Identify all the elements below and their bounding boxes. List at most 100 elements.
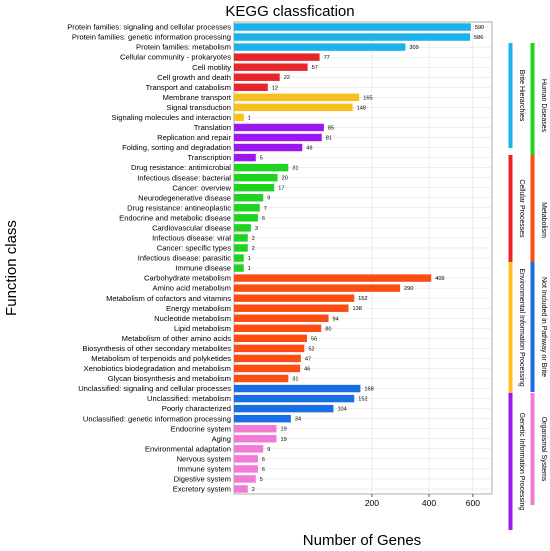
category-label: Lipid metabolism	[174, 324, 231, 333]
bar-value-label: 17	[278, 186, 284, 192]
bar	[234, 244, 248, 252]
category-label: Unclassified: metabolism	[147, 394, 231, 403]
bar-value-label: 31	[292, 377, 298, 383]
bar-value-label: 165	[363, 95, 372, 101]
bar-value-label: 9	[267, 447, 270, 453]
category-label: Protein families: genetic information pr…	[72, 33, 231, 42]
category-label: Metabolism of cofactors and vitamins	[106, 294, 231, 303]
bar	[234, 354, 301, 363]
bar-value-label: 7	[264, 206, 267, 212]
category-label: Cellular community - prokaryotes	[120, 53, 231, 62]
category-label: Cardiovascular disease	[152, 223, 231, 232]
category-label: Infectious disease: bacterial	[137, 173, 231, 182]
bar	[234, 274, 432, 282]
bar-value-label: 57	[312, 65, 318, 71]
category-label: Aging	[212, 434, 231, 443]
category-label: Cell growth and death	[157, 73, 231, 82]
x-tick-label: 600	[466, 498, 480, 508]
category-label: Endocrine and metabolic disease	[119, 213, 231, 222]
bar	[234, 194, 264, 202]
bar-value-label: 20	[282, 176, 288, 182]
bar-value-label: 49	[306, 146, 312, 152]
bar	[234, 294, 355, 302]
bar	[234, 384, 361, 393]
bar-value-label: 80	[325, 326, 331, 332]
category-label: Transport and catabolism	[146, 83, 231, 92]
bar-value-label: 12	[272, 85, 278, 91]
bar-value-label: 1	[248, 115, 251, 121]
bar-value-label: 56	[311, 336, 317, 342]
category-label: Metabolism of other amino acids	[122, 334, 232, 343]
category-label: Cell motility	[192, 63, 231, 72]
y-axis-label: Function class	[3, 220, 20, 316]
bar	[234, 374, 289, 383]
category-label: Replication and repair	[157, 133, 231, 142]
category-label: Environmental adaptation	[145, 444, 231, 453]
legend-bar	[508, 43, 513, 148]
bar	[234, 113, 244, 122]
bar-value-label: 47	[305, 356, 311, 362]
bar-value-label: 1	[248, 266, 251, 272]
category-label: Folding, sorting and degradation	[122, 143, 231, 152]
bar	[234, 53, 320, 61]
category-label: Cancer: specific types	[157, 244, 231, 253]
bar-value-label: 168	[364, 387, 373, 393]
bar	[234, 234, 248, 242]
bar	[234, 133, 322, 142]
bar-value-label: 152	[358, 397, 367, 403]
bar	[234, 204, 260, 212]
bar-value-label: 22	[284, 75, 290, 81]
bar	[234, 123, 324, 132]
legend-label: Environmental Information Processing	[518, 268, 525, 386]
category-label: Xenobiotics biodegradation and metabolis…	[84, 364, 231, 373]
category-label: Unclassified: signaling and cellular pro…	[78, 384, 231, 393]
bar	[234, 414, 291, 423]
category-label: Drug resistance: antineoplastic	[127, 203, 231, 212]
bar-value-label: 31	[292, 166, 298, 172]
bar-value-label: 6	[262, 216, 265, 222]
category-label: Energy metabolism	[166, 304, 231, 313]
bar	[234, 455, 258, 463]
bar-value-label: 586	[474, 35, 483, 41]
bar-value-label: 81	[326, 135, 332, 141]
category-label: Infectious disease: viral	[152, 234, 231, 243]
legend-label: Organismal Systems	[540, 417, 547, 482]
bar	[234, 445, 264, 453]
bar	[234, 163, 289, 172]
bar-value-label: 6	[262, 467, 265, 473]
bar	[234, 304, 349, 312]
bar-value-label: 409	[435, 276, 444, 282]
category-label: Membrane transport	[163, 93, 232, 102]
legend-bar	[508, 262, 513, 393]
x-tick-label: 200	[365, 498, 379, 508]
category-label: Excretory system	[173, 485, 231, 494]
bar	[234, 73, 280, 81]
bar-value-label: 152	[358, 296, 367, 302]
category-label: Carbohydrate metabolism	[144, 274, 231, 283]
legend-label: Metabolism	[540, 202, 547, 238]
category-label: Immune system	[177, 464, 231, 473]
bar	[234, 404, 334, 413]
bar-value-label: 5	[260, 477, 263, 483]
x-axis-label: Number of Genes	[303, 532, 421, 549]
category-label: Immune disease	[175, 264, 231, 273]
category-label: Neurodegenerative disease	[138, 193, 231, 202]
bar	[234, 324, 322, 333]
category-label: Protein families: metabolism	[136, 43, 231, 52]
x-tick-label: 400	[422, 498, 436, 508]
bar	[234, 173, 278, 182]
bar-value-label: 2	[252, 246, 255, 252]
bar-value-label: 94	[333, 316, 339, 322]
legend-bar	[530, 155, 535, 285]
bar	[234, 63, 308, 71]
category-label: Biosynthesis of other secondary metaboli…	[82, 344, 231, 353]
category-label: Signal transduction	[166, 103, 231, 112]
bar	[234, 435, 277, 443]
bar-value-label: 309	[409, 45, 418, 51]
legend-bar	[508, 155, 513, 262]
value-labels: 5905863097757221216514818581495312017976…	[248, 25, 484, 493]
bar	[234, 475, 256, 483]
category-labels: Protein families: signaling and cellular…	[67, 23, 232, 494]
bar-value-label: 148	[357, 105, 366, 111]
